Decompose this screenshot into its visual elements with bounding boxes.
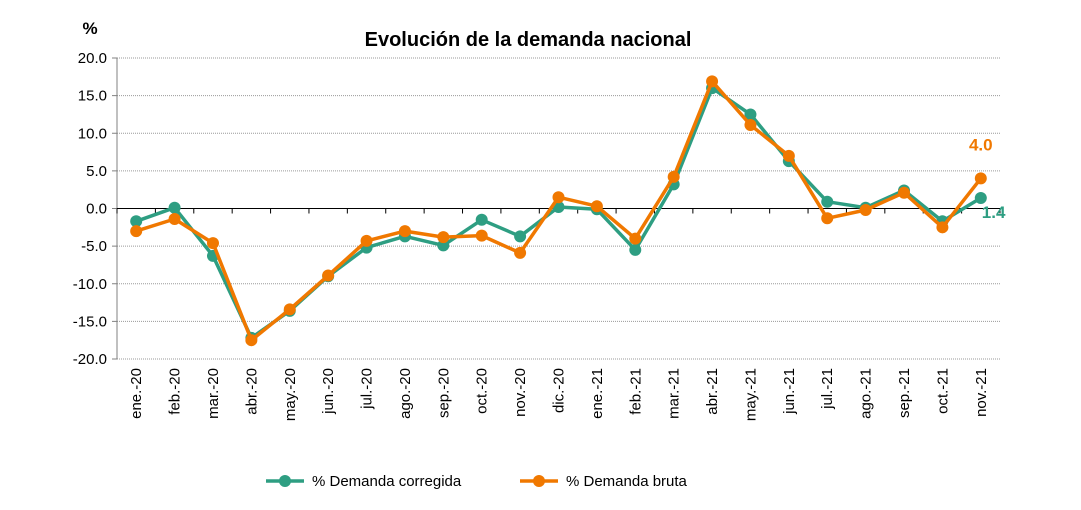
legend-marker — [279, 475, 291, 487]
data-point — [475, 229, 488, 242]
chart-title: Evolución de la demanda nacional — [365, 29, 692, 51]
x-tick-label: sep.-20 — [435, 368, 452, 418]
data-point — [206, 237, 219, 250]
series-demanda-bruta — [130, 75, 987, 347]
x-axis-ticks: ene.-20 feb.-20 mar.-20 abr.-20 may.-20 jun.-… — [116, 208, 1001, 421]
x-tick-label: mar.-21 — [666, 368, 683, 419]
data-point — [936, 221, 949, 234]
data-point — [821, 212, 834, 225]
data-point — [821, 195, 834, 208]
data-point — [283, 303, 296, 316]
y-tick-label: -15.0 — [73, 313, 107, 330]
data-point — [898, 186, 911, 199]
data-point — [744, 108, 757, 121]
y-axis-unit-label: % — [82, 19, 97, 38]
x-tick-label: sep.-21 — [896, 368, 913, 418]
data-point — [130, 215, 143, 228]
x-tick-label: abr.-20 — [243, 368, 260, 415]
y-tick-label: 20.0 — [78, 50, 107, 67]
data-point — [590, 200, 603, 213]
y-tick-label: 10.0 — [78, 125, 107, 142]
y-tick-label: 0.0 — [86, 201, 107, 218]
x-tick-label: jul.-20 — [359, 368, 376, 410]
x-tick-label: mar.-20 — [205, 368, 222, 419]
y-tick-label: -20.0 — [73, 351, 107, 368]
x-tick-label: feb.-21 — [627, 368, 644, 415]
data-point — [629, 232, 642, 245]
data-point — [706, 75, 719, 88]
data-point — [245, 334, 258, 347]
legend: % Demanda corregida % Demanda bruta — [266, 473, 688, 490]
data-point — [744, 118, 757, 131]
y-tick-label: -10.0 — [73, 276, 107, 293]
x-tick-label: ene.-21 — [589, 368, 606, 419]
data-point — [168, 213, 181, 226]
y-tick-label: 15.0 — [78, 88, 107, 105]
data-point — [629, 243, 642, 256]
x-tick-label: oct.-21 — [934, 368, 951, 414]
x-tick-label: jun.-21 — [781, 368, 798, 415]
data-point — [859, 204, 872, 217]
x-tick-label: feb.-20 — [167, 368, 184, 415]
data-point — [514, 246, 527, 259]
series-group — [130, 75, 987, 347]
data-point — [360, 234, 373, 247]
data-point — [974, 191, 987, 204]
legend-item: % Demanda bruta — [520, 473, 688, 490]
x-tick-label: oct.-20 — [474, 368, 491, 414]
data-point — [782, 149, 795, 162]
x-tick-label: ago.-21 — [858, 368, 875, 419]
x-tick-label: dic.-20 — [551, 368, 568, 413]
data-point — [322, 269, 335, 282]
y-tick-label: -5.0 — [81, 238, 107, 255]
x-tick-label: may.-21 — [742, 368, 759, 421]
x-tick-label: ene.-20 — [128, 368, 145, 419]
end-label-corregida: 1.4 — [982, 203, 1006, 222]
data-point — [552, 191, 565, 204]
x-tick-label: abr.-21 — [704, 368, 721, 415]
x-tick-label: jun.-20 — [320, 368, 337, 415]
legend-item: % Demanda corregida — [266, 473, 462, 490]
data-point — [974, 172, 987, 185]
data-point — [437, 239, 450, 252]
data-point — [130, 225, 143, 238]
data-point — [398, 225, 411, 238]
x-tick-label: ago.-20 — [397, 368, 414, 419]
data-point — [667, 170, 680, 183]
data-point — [475, 213, 488, 226]
data-point — [514, 230, 527, 243]
end-label-bruta: 4.0 — [969, 135, 993, 154]
data-point — [168, 201, 181, 214]
legend-label: % Demanda bruta — [566, 473, 688, 490]
y-tick-label: 5.0 — [86, 163, 107, 180]
x-tick-label: jul.-21 — [819, 368, 836, 410]
x-tick-label: may.-20 — [282, 368, 299, 421]
x-tick-label: nov.-20 — [512, 368, 529, 417]
y-axis-ticks: 20.0 15.0 10.0 5.0 0.0 -5.0 -10.0 -15.0 -20.0 — [73, 50, 117, 368]
data-labels: 1.4 4.0 — [969, 135, 1006, 222]
x-tick-label: nov.-21 — [973, 368, 990, 417]
legend-label: % Demanda corregida — [312, 473, 462, 490]
legend-marker — [533, 475, 545, 487]
data-point — [437, 231, 450, 244]
